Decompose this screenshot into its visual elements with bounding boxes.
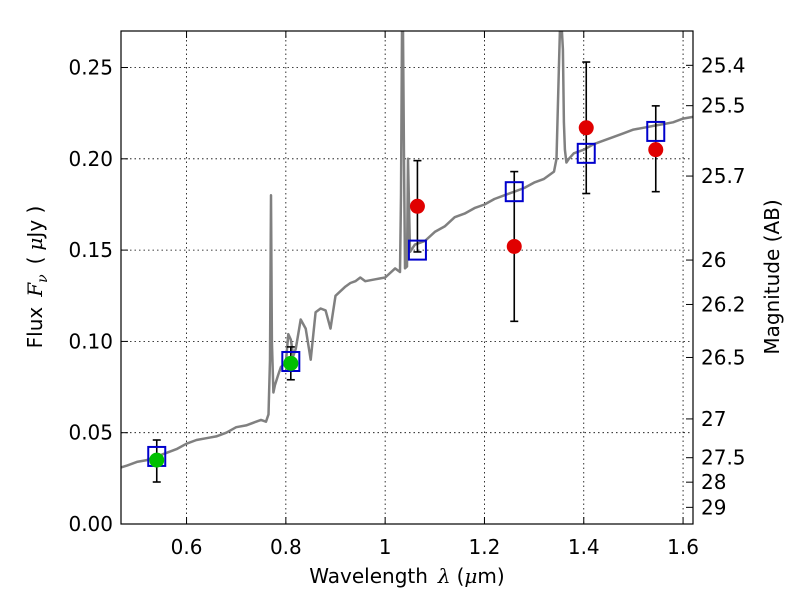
observed_nir-point <box>578 120 594 136</box>
y-axis-label-unit-prefix: ( <box>23 257 47 265</box>
x-tick-labels: 0.6 0.8 1 1.2 1.4 1.6 <box>171 535 699 559</box>
x-tick-label: 1 <box>379 535 392 559</box>
model-photometry-square <box>646 120 666 142</box>
y-tick-label: 0.25 <box>68 56 113 80</box>
observed-photometry-circles <box>149 120 664 468</box>
plot-area <box>121 31 693 524</box>
y-axis-label-unit-suffix: Jy ) <box>23 206 47 240</box>
x-axis-label-symbol: λ <box>437 564 451 588</box>
magnitude-tick-label: 25.7 <box>701 164 746 188</box>
magnitude-tick-label: 27 <box>701 407 726 431</box>
y-axis-label-subscript: ν <box>35 274 51 283</box>
y-tick-label: 0.20 <box>68 147 113 171</box>
y-axis-label-symbol: F <box>23 282 47 298</box>
y-tick-label: 0.00 <box>68 512 113 536</box>
plot-frame <box>120 30 694 525</box>
magnitude-tick-label: 28 <box>701 470 726 494</box>
model-photometry-square <box>281 350 301 372</box>
x-axis-label-unit-suffix: m) <box>477 564 504 588</box>
x-tick-label: 0.6 <box>171 535 203 559</box>
x-axis-label-text: Wavelength <box>309 564 428 588</box>
observed_optical-point <box>283 355 299 371</box>
x-axis-label-unit-mu: μ <box>464 564 477 588</box>
observed_optical-point <box>149 452 165 468</box>
y-axis-label: Flux Fν ( μJy ) <box>23 206 51 349</box>
x-tick-label: 0.8 <box>270 535 302 559</box>
y-axis-label-unit-mu: μ <box>23 238 47 251</box>
model-spectrum-polyline <box>121 31 693 469</box>
model-spectrum-line <box>121 31 693 469</box>
model-photometry-square <box>407 239 427 261</box>
magnitude-tick-label: 26 <box>701 248 726 272</box>
y-tick-label: 0.05 <box>68 421 113 445</box>
magnitude-tick-label: 26.2 <box>701 292 746 316</box>
magnitude-tick-label: 25.5 <box>701 94 746 118</box>
magnitude-tick-label: 29 <box>701 495 726 519</box>
axis-ticks <box>121 31 693 525</box>
y-tick-label: 0.15 <box>68 238 113 262</box>
model-photometry-square <box>576 142 596 164</box>
x-tick-label: 1.4 <box>568 535 600 559</box>
magnitude-tick-label: 26.5 <box>701 345 746 369</box>
magnitude-axis-label: Magnitude (AB) <box>760 199 784 354</box>
gridlines <box>121 31 693 524</box>
observed_nir-point <box>409 198 425 214</box>
observed_nir-point <box>648 142 664 158</box>
x-tick-label: 1.2 <box>469 535 501 559</box>
magnitude-tick-label: 27.5 <box>701 446 746 470</box>
y-axis-label-text: Flux <box>23 307 47 349</box>
y-tick-label: 0.10 <box>68 329 113 353</box>
x-tick-label: 1.6 <box>667 535 699 559</box>
model-photometry-square <box>504 181 524 203</box>
x-axis-label: Wavelength λ (μm) <box>309 564 504 588</box>
x-axis-label-unit-prefix: ( <box>457 564 465 588</box>
observed_nir-point <box>506 238 522 254</box>
y-tick-labels: 0.00 0.05 0.10 0.15 0.20 0.25 <box>68 56 113 536</box>
magnitude-tick-label: 25.4 <box>701 53 746 77</box>
